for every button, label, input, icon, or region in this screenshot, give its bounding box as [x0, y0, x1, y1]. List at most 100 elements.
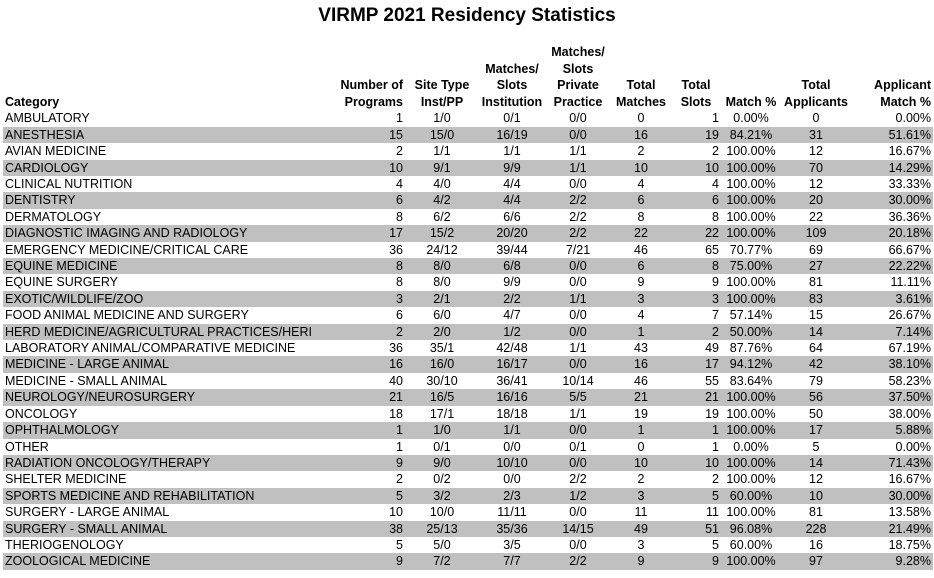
cell-total-matches: 8 — [637, 209, 645, 224]
cell-site-type: 17/1 — [429, 406, 455, 421]
cell-applicant-match-percent: 14.29% — [851, 159, 933, 176]
cell-match-percent: 100.00% — [726, 209, 776, 224]
cell-total-applicants: 70 — [781, 159, 851, 176]
table-row: ANESTHESIA 15 15/0 16/19 0/0 16 19 84.21% 31 51.6… — [3, 126, 933, 144]
cell-total-applicants: 56 — [781, 389, 851, 406]
cell-applicant-match-percent: 37.50% — [851, 389, 933, 406]
cell-matches-institution: 3/5 — [503, 537, 521, 552]
cell-total-applicants: 42 — [781, 356, 851, 373]
table-row: DIAGNOSTIC IMAGING AND RADIOLOGY 17 15/2 20… — [3, 225, 933, 242]
cell-match-percent: 70.77% — [729, 242, 773, 257]
cell-site-type: 4/0 — [433, 177, 451, 191]
cell-total-slots: 65 — [705, 242, 719, 257]
cell-total-matches: 6 — [611, 258, 671, 275]
cell-total-slots: 22 — [671, 225, 721, 242]
cell-category: EQUINE SURGERY — [5, 275, 118, 290]
cell-total-slots: 11 — [706, 505, 719, 520]
residency-statistics-table: Category Number of Programs Site Type In… — [3, 44, 933, 570]
cell-site-type: 15/0 — [405, 126, 479, 144]
cell-matches-institution: 42/48 — [496, 341, 528, 356]
cell-total-matches: 43 — [634, 341, 648, 356]
cell-total-slots: 17 — [671, 356, 721, 373]
cell-total-applicants: 81 — [809, 275, 823, 290]
cell-matches-private-practice: 2/2 — [545, 192, 611, 209]
cell-applicant-match-percent: 21.49% — [851, 520, 933, 537]
cell-category: DIAGNOSTIC IMAGING AND RADIOLOGY — [3, 225, 331, 242]
cell-matches-private-practice: 0/0 — [569, 111, 587, 126]
cell-category: SURGERY - LARGE ANIMAL — [5, 505, 170, 520]
cell-match-percent: 100.00% — [721, 454, 781, 472]
cell-matches-private-practice: 0/0 — [569, 177, 587, 191]
cell-total-matches: 16 — [611, 126, 671, 144]
header-number-of-programs: Number of Programs — [340, 78, 404, 109]
cell-match-percent: 0.00% — [733, 111, 769, 126]
cell-applicant-match-percent: 36.36% — [888, 209, 931, 224]
cell-total-slots: 19 — [671, 126, 721, 144]
cell-total-slots: 1 — [712, 111, 719, 126]
cell-programs: 2 — [331, 323, 405, 341]
cell-matches-private-practice: 5/5 — [545, 389, 611, 406]
cell-matches-private-practice: 0/0 — [545, 356, 611, 373]
cell-matches-institution: 11/11 — [497, 505, 527, 520]
cell-matches-institution: 0/1 — [503, 111, 521, 126]
cell-applicant-match-percent: 58.23% — [888, 373, 931, 388]
cell-programs: 36 — [389, 341, 403, 356]
cell-match-percent: 0.00% — [733, 439, 769, 454]
cell-total-slots: 19 — [705, 406, 719, 421]
table-row: MEDICINE - LARGE ANIMAL 16 16/0 16/17 0/0 16 1… — [3, 356, 933, 373]
cell-category: MEDICINE - SMALL ANIMAL — [5, 373, 168, 388]
cell-match-percent: 75.00% — [721, 258, 781, 275]
table-row: EXOTIC/WILDLIFE/ZOO 3 2/1 2/2 1/1 3 3 100.00% 83… — [3, 290, 933, 308]
cell-matches-private-practice: 7/21 — [565, 242, 591, 257]
cell-site-type: 15/2 — [405, 225, 479, 242]
table-row: ZOOLOGICAL MEDICINE 9 7/2 7/7 2/2 9 9 100.00% 97… — [3, 553, 933, 570]
cell-total-slots: 5 — [671, 487, 721, 505]
table-row: AMBULATORY 1 1/0 0/1 0/0 0 1 0.00% 0 0.00% — [3, 110, 933, 126]
cell-matches-private-practice: 0/0 — [545, 126, 611, 144]
cell-category: AVIAN MEDICINE — [5, 144, 107, 159]
cell-total-slots: 9 — [671, 553, 721, 570]
cell-matches-institution: 4/4 — [479, 192, 545, 209]
cell-total-applicants: 109 — [781, 225, 851, 242]
cell-total-slots: 5 — [712, 537, 719, 552]
cell-site-type: 1/1 — [433, 144, 451, 159]
cell-total-applicants: 83 — [781, 290, 851, 308]
cell-site-type: 2/1 — [405, 290, 479, 308]
cell-total-matches: 46 — [634, 242, 648, 257]
cell-match-percent: 96.08% — [721, 520, 781, 537]
cell-total-applicants: 20 — [781, 192, 851, 209]
cell-total-applicants: 27 — [781, 258, 851, 275]
table-row: CARDIOLOGY 10 9/1 9/9 1/1 10 10 100.00% 70 14.29% — [3, 159, 933, 176]
cell-site-type: 1/0 — [405, 422, 479, 439]
table-row: RADIATION ONCOLOGY/THERAPY 9 9/0 10/10 0/0 10… — [3, 454, 933, 472]
cell-total-applicants: 17 — [781, 422, 851, 439]
cell-programs: 8 — [396, 209, 403, 224]
cell-matches-institution: 9/9 — [503, 275, 521, 290]
cell-programs: 6 — [396, 308, 403, 323]
table-row: THERIOGENOLOGY 5 5/0 3/5 0/0 3 5 60.00% 16 18.75% — [3, 537, 933, 553]
cell-programs: 9 — [331, 454, 405, 472]
cell-applicant-match-percent: 16.67% — [888, 472, 931, 487]
cell-category: FOOD ANIMAL MEDICINE AND SURGERY — [5, 308, 249, 323]
cell-category: SHELTER MEDICINE — [5, 472, 127, 487]
table-body: AMBULATORY 1 1/0 0/1 0/0 0 1 0.00% 0 0.00% ANESTHE… — [3, 110, 933, 570]
cell-category: ZOOLOGICAL MEDICINE — [3, 553, 331, 570]
cell-total-matches: 1 — [611, 422, 671, 439]
cell-total-slots: 10 — [671, 159, 721, 176]
cell-match-percent: 100.00% — [721, 192, 781, 209]
cell-matches-private-practice: 14/15 — [545, 520, 611, 537]
cell-site-type: 6/2 — [433, 209, 451, 224]
cell-matches-institution: 0/0 — [503, 472, 521, 487]
cell-matches-institution: 16/16 — [479, 389, 545, 406]
cell-applicant-match-percent: 71.43% — [851, 454, 933, 472]
cell-total-applicants: 10 — [781, 487, 851, 505]
cell-total-matches: 0 — [637, 111, 645, 126]
cell-total-matches: 3 — [637, 537, 645, 552]
cell-match-percent: 100.00% — [726, 406, 776, 421]
cell-applicant-match-percent: 7.14% — [851, 323, 933, 341]
table-row: OPHTHALMOLOGY 1 1/0 1/1 0/0 1 1 100.00% 17 5.88% — [3, 422, 933, 439]
cell-category: ANESTHESIA — [3, 126, 331, 144]
cell-match-percent: 100.00% — [726, 472, 776, 487]
cell-site-type: 24/12 — [426, 242, 458, 257]
cell-programs: 40 — [389, 373, 403, 388]
